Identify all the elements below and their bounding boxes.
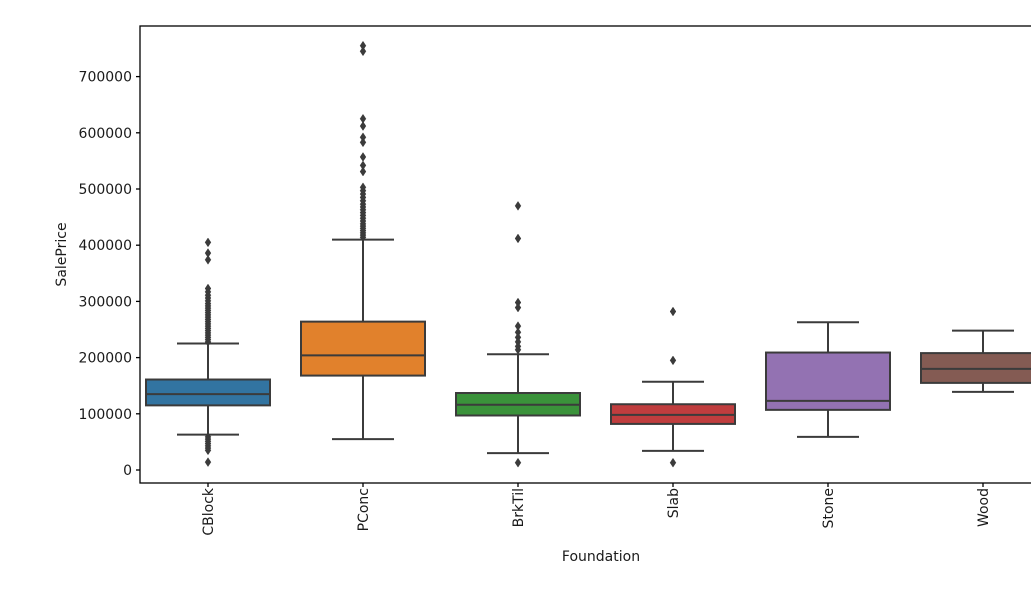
outliers bbox=[204, 237, 212, 467]
x-axis: CBlock PConc BrkTil Slab Stone Wood bbox=[201, 483, 992, 536]
outlier-diamond bbox=[359, 46, 367, 57]
y-axis-title: SalePrice bbox=[54, 222, 70, 286]
iqr-box bbox=[145, 378, 271, 407]
outlier-diamond bbox=[359, 121, 367, 131]
outlier-diamond bbox=[514, 302, 522, 313]
y-tick-label: 700000 bbox=[79, 70, 132, 86]
plot-area-border bbox=[139, 25, 1031, 484]
outliers bbox=[359, 40, 367, 243]
box-group-stone bbox=[765, 321, 891, 438]
outlier-diamond bbox=[359, 166, 367, 177]
x-tick-label: BrkTil bbox=[511, 488, 527, 527]
x-tick-label: Wood bbox=[976, 488, 992, 527]
outlier-diamond bbox=[669, 306, 677, 317]
y-tick-label: 400000 bbox=[79, 238, 132, 254]
y-tick-label: 300000 bbox=[79, 294, 132, 310]
y-tick-label: 200000 bbox=[79, 351, 132, 367]
box-group-slab bbox=[610, 306, 736, 468]
boxplot-figure: 0 100000 200000 300000 400000 500000 600000 700… bbox=[40, 16, 1031, 574]
outlier-diamond bbox=[669, 355, 677, 366]
outlier-diamond bbox=[204, 457, 212, 467]
iqr-box bbox=[300, 320, 426, 377]
x-tick-label: PConc bbox=[356, 488, 372, 531]
outliers bbox=[669, 306, 677, 468]
outlier-diamond bbox=[514, 344, 522, 355]
outlier-diamond bbox=[359, 152, 367, 162]
chart-svg: 0 100000 200000 300000 400000 500000 600000 700… bbox=[54, 25, 1031, 565]
outlier-diamond bbox=[204, 254, 212, 265]
box-group-brktil bbox=[455, 201, 581, 468]
outlier-diamond bbox=[204, 445, 212, 456]
y-tick-label: 600000 bbox=[79, 126, 132, 142]
y-tick-label: 100000 bbox=[79, 407, 132, 423]
outlier-diamond bbox=[514, 457, 522, 468]
x-axis-title: Foundation bbox=[562, 549, 640, 565]
outlier-diamond bbox=[204, 337, 212, 347]
box-group-wood bbox=[920, 329, 1031, 393]
y-tick-label: 0 bbox=[123, 463, 132, 479]
outlier-diamond bbox=[514, 201, 522, 211]
box-group-pconc bbox=[300, 40, 426, 441]
y-tick-label: 500000 bbox=[79, 182, 132, 198]
x-tick-label: Slab bbox=[666, 488, 682, 518]
outlier-diamond bbox=[359, 232, 367, 243]
outlier-diamond bbox=[359, 137, 367, 148]
x-tick-label: CBlock bbox=[201, 487, 217, 536]
y-axis: 0 100000 200000 300000 400000 500000 600000 700… bbox=[79, 70, 140, 479]
outlier-diamond bbox=[669, 457, 677, 468]
x-tick-label: Stone bbox=[821, 488, 837, 528]
outliers bbox=[514, 201, 522, 468]
outlier-diamond bbox=[514, 233, 522, 244]
outlier-diamond bbox=[204, 237, 212, 248]
box-group-cblock bbox=[145, 237, 271, 467]
